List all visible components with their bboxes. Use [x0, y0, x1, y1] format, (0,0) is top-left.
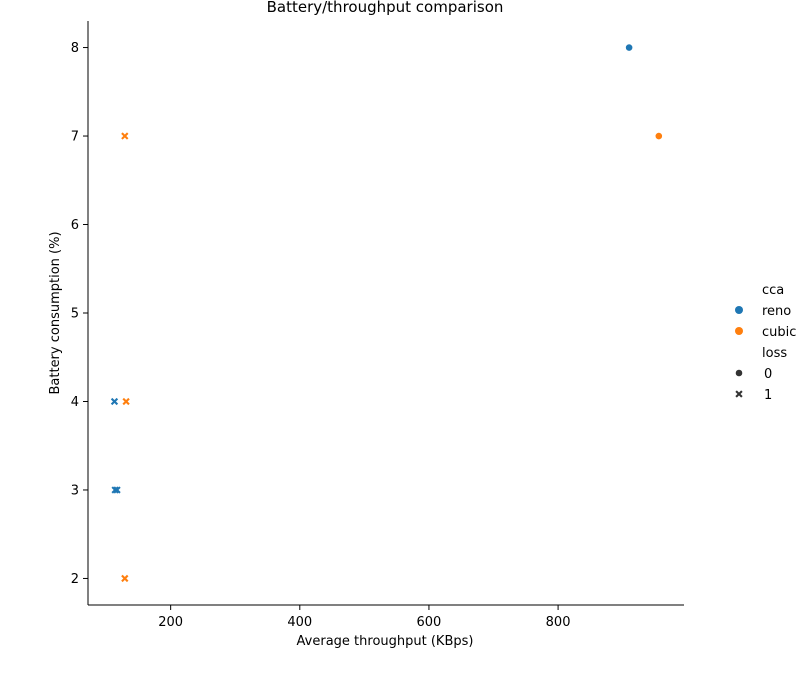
y-tick-label: 2 — [71, 572, 79, 587]
data-point — [654, 132, 663, 140]
data-point — [110, 397, 119, 406]
chart-title: Battery/throughput comparison — [267, 0, 504, 16]
style-legend: 01 — [735, 367, 772, 403]
data-point — [121, 132, 129, 140]
legend-title-loss: loss — [762, 346, 787, 361]
legend-label-reno: reno — [762, 304, 791, 319]
legend-label-loss-0: 0 — [764, 367, 772, 382]
legend-marker-cubic — [735, 327, 743, 335]
legend-title-cca: cca — [762, 283, 784, 298]
plot-area — [110, 43, 663, 583]
data-point — [111, 486, 119, 494]
data-point — [122, 397, 130, 406]
x-tick-label: 400 — [287, 615, 312, 630]
x-tick-label: 600 — [417, 615, 442, 630]
y-ticks: 2 3 4 5 6 7 8 — [71, 41, 88, 587]
y-tick-label: 8 — [71, 41, 79, 56]
data-point — [625, 43, 634, 52]
legend-marker-loss-0 — [735, 369, 743, 377]
data-point — [121, 574, 129, 583]
x-tick-label: 200 — [158, 615, 183, 630]
x-axis-label: Average throughput (KBps) — [297, 634, 474, 649]
legend-label-loss-1: 1 — [764, 388, 772, 403]
legend-marker-reno — [735, 306, 743, 314]
legend-marker-loss-1 — [735, 390, 743, 398]
data-point — [113, 486, 121, 494]
x-ticks: 200 400 600 800 — [158, 605, 570, 630]
axes — [87, 21, 684, 606]
x-tick-label: 800 — [546, 615, 571, 630]
y-tick-label: 3 — [71, 483, 79, 498]
y-tick-label: 7 — [71, 130, 79, 145]
hue-legend: reno cubic — [735, 304, 796, 340]
legend-label-cubic: cubic — [762, 325, 796, 340]
y-tick-label: 5 — [71, 307, 79, 322]
y-tick-label: 6 — [71, 218, 79, 233]
y-tick-label: 4 — [71, 395, 79, 410]
y-axis-label: Battery consumption (%) — [48, 231, 63, 394]
